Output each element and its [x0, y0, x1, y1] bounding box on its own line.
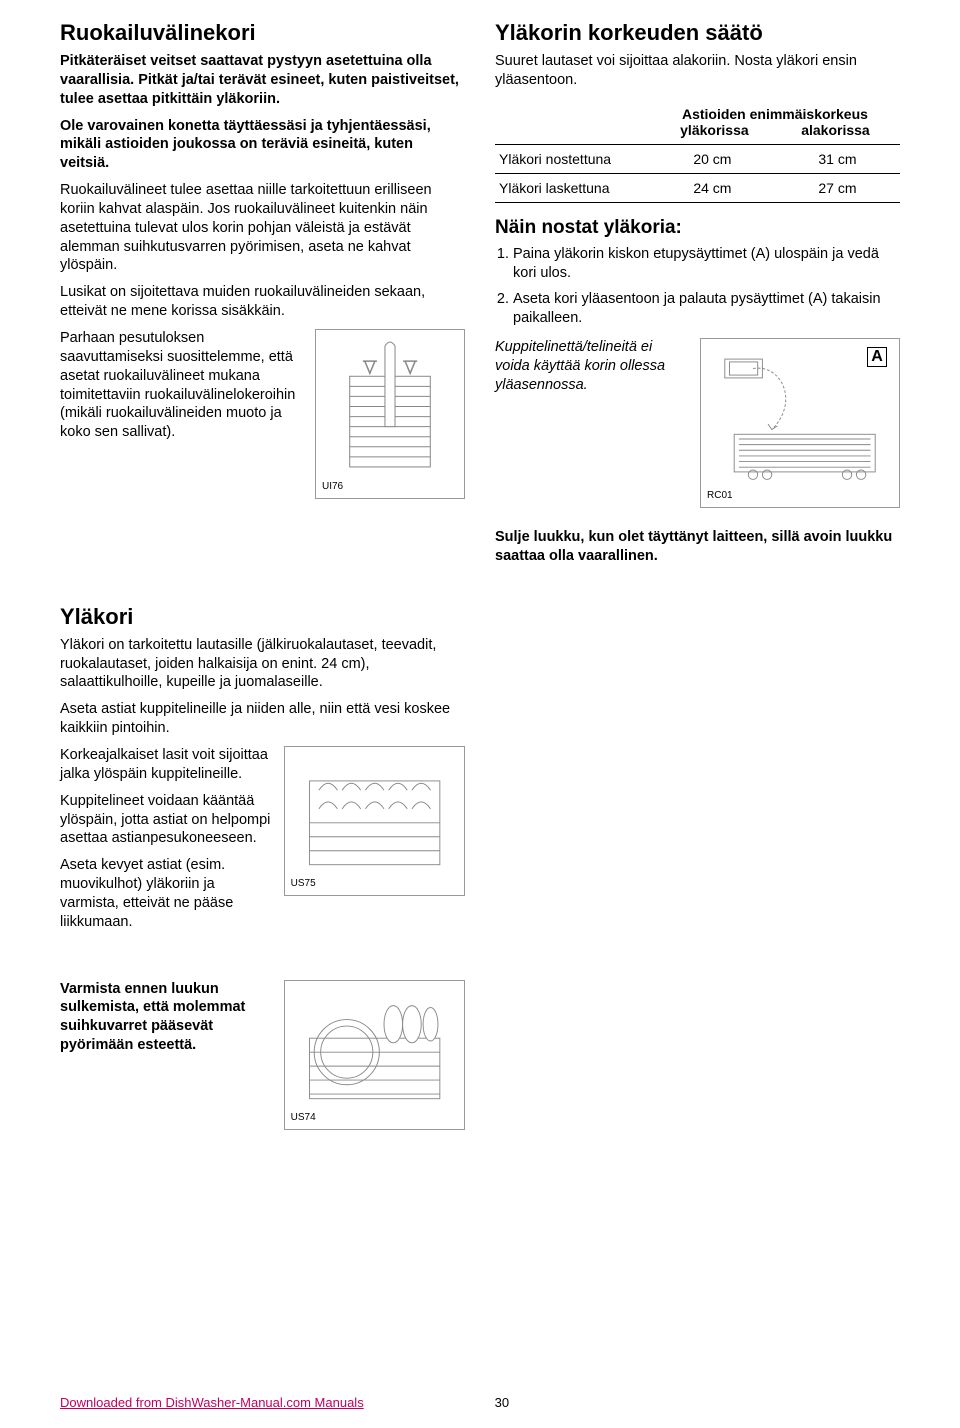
- cutlery-basket-icon: [322, 336, 458, 477]
- upper-basket-plates-icon: [291, 987, 458, 1108]
- warning-p2: Ole varovainen konetta täyttäessäsi ja t…: [60, 117, 465, 174]
- row2-v1: 24 cm: [650, 173, 775, 202]
- diagram-label-us74: US74: [291, 1112, 316, 1123]
- hdr-blank: [495, 100, 650, 145]
- body-p5: Parhaan pesutuloksen saavuttamiseksi suo…: [60, 329, 303, 442]
- diagram-rail-adjustment: A: [700, 338, 900, 508]
- diagram-label-rc01: RC01: [707, 490, 733, 501]
- upper-basket-cups-icon: [291, 753, 458, 874]
- spray-arm-warning: Varmista ennen luukun sulkemista, että m…: [60, 980, 272, 1055]
- diagram-label-us75: US75: [291, 878, 316, 889]
- upper-basket-height-heading: Yläkorin korkeuden säätö: [495, 20, 900, 46]
- row2-label: Yläkori laskettuna: [495, 173, 650, 202]
- a-label: A: [867, 347, 887, 367]
- rail-adjustment-icon: [707, 345, 893, 486]
- lower-left-column: Yläkori Yläkori on tarkoitettu lautasill…: [60, 604, 465, 1130]
- hdr-sub2: alakorissa: [801, 122, 870, 138]
- hdr-main: Astioiden enimmäiskorkeus: [654, 106, 896, 122]
- steps-list: Paina yläkorin kiskon etupysäyttimet (A)…: [495, 245, 900, 328]
- warning-p1: Pitkäteräiset veitset saattavat pystyyn …: [60, 52, 465, 109]
- raise-basket-heading: Näin nostat yläkoria:: [495, 217, 900, 239]
- left-column: Ruokailuvälinekori Pitkäteräiset veitset…: [60, 20, 465, 574]
- body-p7: Aseta astiat kuppitelineille ja niiden a…: [60, 700, 465, 738]
- row1-v2: 31 cm: [775, 144, 900, 173]
- body-p3: Ruokailuvälineet tulee asettaa niille ta…: [60, 181, 465, 275]
- cutlery-basket-heading: Ruokailuvälinekori: [60, 20, 465, 46]
- right-p1: Suuret lautaset voi sijoittaa alakoriin.…: [495, 52, 900, 90]
- body-p9: Kuppitelineet voidaan kääntää ylöspäin, …: [60, 792, 272, 849]
- cup-rack-note: Kuppitelinettä/telineitä ei voida käyttä…: [495, 338, 688, 395]
- table-row: Yläkori laskettuna 24 cm 27 cm: [495, 173, 900, 202]
- upper-basket-heading: Yläkori: [60, 604, 465, 630]
- closing-warning: Sulje luukku, kun olet täyttänyt laittee…: [495, 528, 900, 566]
- step-1: Paina yläkorin kiskon etupysäyttimet (A)…: [513, 245, 900, 283]
- row2-v2: 27 cm: [775, 173, 900, 202]
- lower-right-spacer: [495, 604, 900, 1130]
- page-number: 30: [364, 1395, 640, 1410]
- hdr-sub1: yläkorissa: [680, 122, 749, 138]
- body-p4: Lusikat on sijoitettava muiden ruokailuv…: [60, 283, 465, 321]
- height-table: Astioiden enimmäiskorkeus yläkorissa ala…: [495, 100, 900, 203]
- right-column: Yläkorin korkeuden säätö Suuret lautaset…: [495, 20, 900, 574]
- body-p8: Korkeajalkaiset lasit voit sijoittaa jal…: [60, 746, 272, 784]
- body-p6: Yläkori on tarkoitettu lautasille (jälki…: [60, 636, 465, 693]
- diagram-upper-basket-cups: US75: [284, 746, 465, 896]
- body-p10: Aseta kevyet astiat (esim. muovikulhot) …: [60, 856, 272, 931]
- diagram-cutlery-basket: UI76: [315, 329, 465, 499]
- row1-label: Yläkori nostettuna: [495, 144, 650, 173]
- diagram-label-ui76: UI76: [322, 481, 343, 492]
- table-row: Yläkori nostettuna 20 cm 31 cm: [495, 144, 900, 173]
- source-link[interactable]: Downloaded from DishWasher-Manual.com Ma…: [60, 1395, 364, 1410]
- diagram-upper-basket-plates: US74: [284, 980, 465, 1130]
- row1-v1: 20 cm: [650, 144, 775, 173]
- step-2: Aseta kori yläasentoon ja palauta pysäyt…: [513, 290, 900, 328]
- page-footer: Downloaded from DishWasher-Manual.com Ma…: [60, 1395, 900, 1410]
